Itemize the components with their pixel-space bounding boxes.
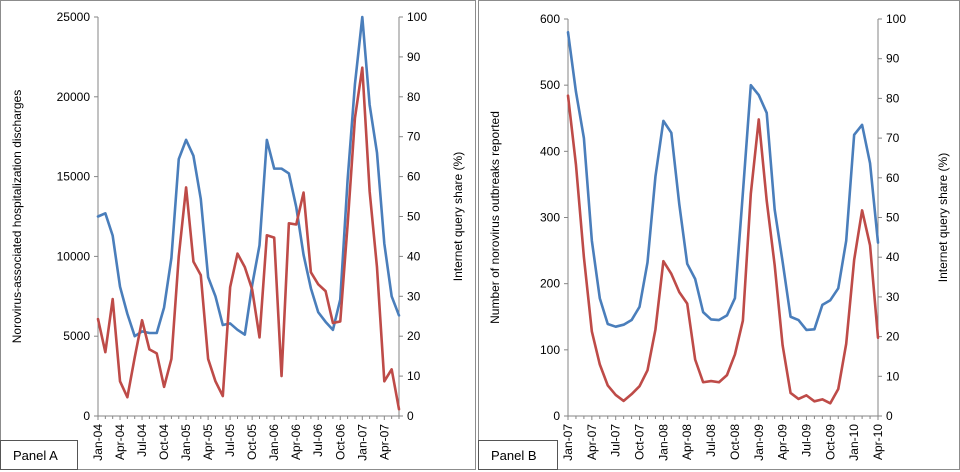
y2-tick-label: 30 — [886, 290, 900, 304]
x-tick-label: Apr-07 — [585, 424, 599, 460]
y2-tick-label: 20 — [407, 329, 421, 343]
x-tick-label: Oct-05 — [245, 424, 259, 460]
y-tick-label: 600 — [540, 12, 560, 26]
x-tick-label: Jan-10 — [847, 424, 861, 461]
x-tick-label: Jul-06 — [311, 424, 325, 457]
y2-tick-label: 80 — [407, 90, 421, 104]
y-tick-label: 100 — [540, 343, 560, 357]
series-line-blue — [96, 15, 401, 338]
x-tick-label: Jul-09 — [799, 424, 813, 457]
x-tick-label: Apr-09 — [776, 424, 790, 460]
chart-b-svg: 0 100 200 300 400 500 600 0 10 20 30 40 50 60 70 80 90 10… — [488, 12, 950, 461]
y-tick-label: 300 — [540, 211, 560, 225]
x-tick-label: Jan-06 — [267, 424, 281, 461]
y-tick-label: 20000 — [57, 90, 91, 104]
y2-tick-label: 50 — [886, 211, 900, 225]
panel-b: 0 100 200 300 400 500 600 0 10 20 30 40 50 60 70 80 90 10… — [478, 0, 960, 470]
x-tick-label: Jan-08 — [656, 424, 670, 461]
y2-tick-label: 0 — [407, 409, 414, 423]
y-tick-label: 200 — [540, 277, 560, 291]
x-tick-label: Jul-05 — [223, 424, 237, 457]
y2-tick-label: 90 — [886, 52, 900, 66]
panel-a: 0 5000 10000 15000 20000 25000 0 10 20 30 40 50 60 70… — [0, 0, 476, 470]
series-line-red — [96, 66, 401, 411]
y2-tick-label: 40 — [886, 250, 900, 264]
y-tick-label: 400 — [540, 144, 560, 158]
x-tick-label: Jul-08 — [704, 424, 718, 457]
x-tick-label: Jan-09 — [752, 424, 766, 461]
chart-a-svg: 0 5000 10000 15000 20000 25000 0 10 20 30 40 50 60 70… — [10, 10, 465, 461]
x-tick-label: Jan-07 — [355, 424, 369, 461]
y2-tick-label: 50 — [407, 210, 421, 224]
y2-tick-label: 100 — [407, 10, 427, 24]
x-tick-label: Apr-04 — [113, 424, 127, 460]
y2-tick-label: 100 — [886, 12, 906, 26]
y2-tick-label: 40 — [407, 249, 421, 263]
x-tick-label: Apr-05 — [201, 424, 215, 460]
y2-tick-label: 20 — [886, 330, 900, 344]
x-tick-label: Oct-04 — [157, 424, 171, 460]
y-tick-label: 500 — [540, 78, 560, 92]
x-tick-label: Jan-07 — [561, 424, 575, 461]
x-tick-label: Oct-09 — [823, 424, 837, 460]
y-tick-label: 15000 — [57, 170, 91, 184]
y2-tick-label: 60 — [886, 171, 900, 185]
y-tick-label: 0 — [83, 409, 90, 423]
x-tick-label: Jul-07 — [609, 424, 623, 457]
y2-tick-label: 60 — [407, 170, 421, 184]
y2-tick-label: 10 — [886, 369, 900, 383]
y2-tick-label: 80 — [886, 91, 900, 105]
y-axis-title: Norovirus-associated hospitalization dis… — [10, 90, 24, 343]
panel-b-label: Panel B — [478, 440, 558, 470]
y2-axis-title: Internet query share (%) — [936, 153, 950, 282]
y2-tick-label: 70 — [407, 130, 421, 144]
x-tick-label: Oct-08 — [728, 424, 742, 460]
x-tick-label: Apr-06 — [289, 424, 303, 460]
y-tick-label: 10000 — [57, 249, 91, 263]
x-tick-label: Oct-06 — [333, 424, 347, 460]
y2-tick-label: 30 — [407, 289, 421, 303]
x-tick-label: Apr-08 — [680, 424, 694, 460]
series-line-blue — [566, 30, 880, 332]
y-axis-title: Number of norovirus outbreaks reported — [488, 111, 502, 324]
y2-tick-label: 90 — [407, 50, 421, 64]
y2-tick-label: 10 — [407, 369, 421, 383]
x-tick-label: Jan-04 — [91, 424, 105, 461]
x-tick-label: Oct-07 — [633, 424, 647, 460]
y-tick-label: 25000 — [57, 10, 91, 24]
y-tick-label: 5000 — [63, 329, 90, 343]
x-tick-label: Apr-07 — [377, 424, 391, 460]
x-tick-label: Jul-04 — [135, 424, 149, 457]
x-tick-label: Jan-05 — [179, 424, 193, 461]
y-tick-label: 0 — [553, 409, 560, 423]
series-line-red — [566, 94, 880, 405]
y2-tick-label: 0 — [886, 409, 893, 423]
y2-tick-label: 70 — [886, 131, 900, 145]
panel-a-label: Panel A — [0, 440, 78, 470]
x-tick-label: Apr-10 — [871, 424, 885, 460]
y2-axis-title: Internet query share (%) — [451, 152, 465, 281]
